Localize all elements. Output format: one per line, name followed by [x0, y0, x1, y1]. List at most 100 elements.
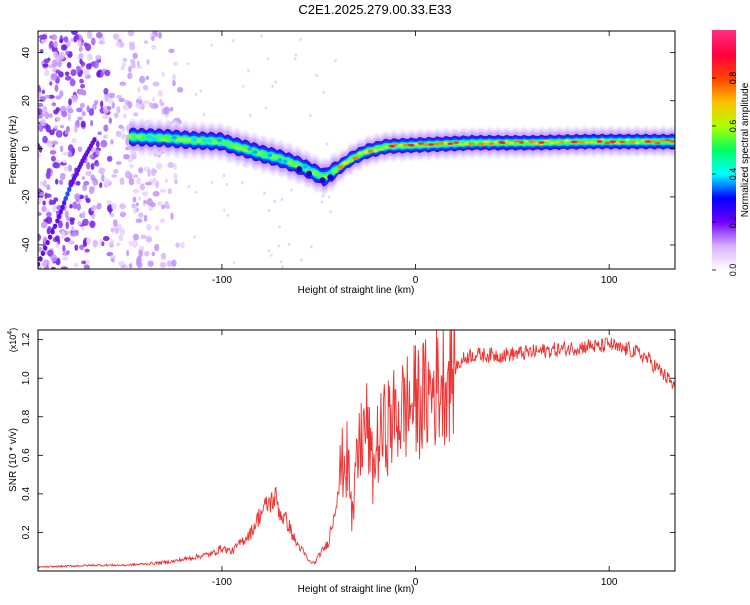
ridge-blob [187, 137, 192, 142]
speckle-point [38, 246, 43, 253]
ridge-blob [523, 140, 531, 143]
speckle-point [41, 261, 47, 268]
speckle-point [38, 102, 44, 108]
speckle-point [115, 161, 122, 165]
ridge-blob [373, 148, 378, 153]
speckle-point [46, 142, 53, 148]
speckle-point [320, 200, 324, 204]
snr-ytick-label: 1.0 [21, 371, 32, 385]
ridge-blob [207, 139, 212, 143]
speckle-point [210, 43, 213, 47]
snr-xtick-label: 0 [413, 577, 419, 588]
speckle-point [166, 204, 171, 210]
speckle-point [327, 195, 331, 199]
ridge-blob [589, 141, 595, 144]
speckle-point [112, 33, 120, 40]
speckle-point [92, 239, 98, 248]
ridge-blob [383, 145, 389, 149]
speckle-point [139, 75, 146, 84]
speckle-point [294, 53, 298, 57]
speckle-point [64, 210, 69, 218]
speckle-point [138, 196, 142, 201]
speckle-point [100, 100, 104, 108]
ridge-blob [604, 141, 611, 145]
speckle-point [65, 250, 70, 255]
speckle-point [225, 182, 229, 187]
speckle-point [61, 231, 66, 239]
speckle-point [118, 260, 125, 267]
speckle-point [95, 140, 100, 148]
speckle-point [148, 102, 153, 108]
speckle-point [106, 200, 112, 205]
ridge-blob [549, 141, 554, 145]
speckle-point [157, 90, 163, 97]
speckle-point [117, 223, 122, 231]
speckle-point [68, 150, 72, 157]
ridge-blob [518, 141, 525, 144]
speckle-point [59, 38, 64, 44]
speckle-point [309, 245, 313, 249]
speckle-point [91, 177, 97, 182]
speckle-point [116, 94, 122, 99]
speckle-point [145, 181, 152, 186]
speckle-point [63, 36, 69, 43]
snr-ytick-label: 0.8 [21, 409, 32, 423]
speckle-point [98, 167, 106, 175]
speckle-point [126, 249, 130, 257]
speckle-point [180, 241, 185, 249]
speckle-point [279, 260, 283, 264]
speckle-point [161, 204, 166, 210]
ridge-blob [156, 136, 163, 140]
speckle-point [231, 39, 235, 43]
speckle-point [83, 42, 88, 47]
speckle-point [41, 89, 46, 95]
speckle-point [172, 61, 179, 66]
low-altitude-line-point [52, 223, 58, 229]
speckle-point [45, 216, 53, 224]
speckle-point [55, 95, 62, 100]
ridge-blob [277, 158, 283, 162]
ridge-peak [571, 140, 578, 144]
speckle-point [99, 182, 103, 189]
speckle-point [129, 164, 134, 169]
speckle-point [63, 166, 69, 172]
speckle-point [110, 254, 117, 259]
speckle-point [38, 212, 42, 216]
speckle-point [59, 90, 64, 97]
speckle-point [106, 251, 114, 257]
speckle-point [106, 155, 113, 162]
ridge-blob [150, 137, 158, 141]
speckle-point [329, 210, 332, 214]
spectrogram-ytick-label: 0 [21, 146, 32, 152]
ridge-blob [413, 142, 419, 146]
figure-title: C2E1.2025.279.00.33.E33 [298, 2, 451, 17]
ridge-blob [624, 138, 630, 142]
speckle-point [176, 86, 184, 93]
speckle-point [40, 118, 47, 127]
speckle-point [38, 233, 41, 242]
ridge-blob [528, 140, 536, 144]
speckle-point [77, 220, 82, 226]
speckle-point [79, 58, 83, 65]
speckle-point [113, 168, 119, 174]
speckle-point [39, 49, 44, 54]
speckle-point [62, 159, 67, 164]
snr-ylabel: SNR (10 * v/v) [8, 428, 19, 492]
speckle-point [56, 116, 61, 122]
low-altitude-line-point [65, 191, 70, 197]
speckle-point [85, 170, 92, 176]
speckle-point [157, 201, 164, 206]
speckle-point [51, 205, 58, 213]
speckle-point [59, 179, 63, 185]
speckle-point [51, 34, 58, 41]
speckle-point [116, 106, 121, 114]
speckle-point [55, 107, 61, 112]
speckle-point [122, 104, 129, 111]
speckle-point [55, 178, 59, 185]
ridge-peak [408, 144, 415, 147]
ridge-blob [628, 140, 636, 144]
speckle-point [322, 90, 326, 94]
speckle-point [170, 212, 174, 220]
speckle-point [69, 204, 73, 209]
speckle-point [154, 224, 160, 231]
